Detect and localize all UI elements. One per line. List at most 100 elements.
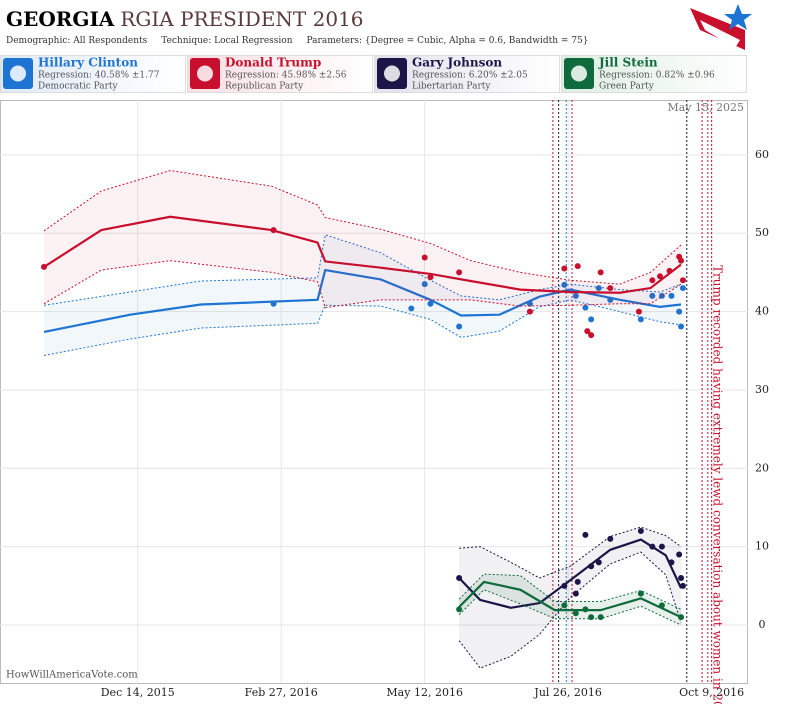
poll-point (456, 269, 463, 276)
poll-point (597, 614, 604, 621)
poll-point (561, 582, 568, 589)
legend-party: Democratic Party (38, 82, 119, 92)
poll-point (427, 274, 434, 281)
poll-point (597, 269, 604, 276)
poll-point (668, 292, 675, 299)
poll-point (649, 277, 656, 284)
poll-point (666, 267, 673, 274)
band-edge (459, 526, 682, 579)
poll-point (679, 285, 686, 292)
poll-point (649, 543, 656, 550)
legend-regression: Regression: 45.98% ±2.56 (225, 71, 347, 81)
poll-point (526, 308, 533, 315)
legend-name: Donald Trump (225, 56, 321, 70)
poll-point (408, 305, 415, 312)
poll-point (649, 292, 656, 299)
poll-point (270, 300, 277, 307)
event-label: Trump recorded having extremely lewd con… (710, 265, 724, 704)
confidence-band (459, 527, 682, 669)
poll-point (526, 300, 533, 307)
x-tick-label: Feb 27, 2016 (245, 686, 318, 699)
subtitle-part: Technique: Local Regression (161, 36, 292, 46)
poll-point (588, 316, 595, 323)
legend-regression: Regression: 6.20% ±2.05 (412, 71, 528, 81)
poll-point (658, 543, 665, 550)
y-tick-label: 30 (755, 383, 769, 396)
poll-point (595, 559, 602, 566)
legend-icon-mark (197, 65, 213, 82)
title-rest: RGIA PRESIDENT 2016 (120, 7, 363, 31)
poll-point (678, 574, 685, 581)
poll-point (635, 308, 642, 315)
poll-point (574, 263, 581, 270)
poll-point (678, 614, 685, 621)
legend-name: Jill Stein (598, 56, 658, 70)
legend-icon-mark (571, 65, 587, 82)
y-tick-label: 60 (755, 148, 769, 161)
legend-regression: Regression: 40.58% ±1.77 (38, 71, 160, 81)
title-main: GEORGIA (6, 7, 115, 31)
source: HowWillAmericaVote.com (6, 670, 138, 681)
legend-name: Gary Johnson (412, 56, 502, 70)
poll-point (582, 606, 589, 613)
subtitle-part: Parameters: {Degree = Cubic, Alpha = 0.6… (307, 36, 589, 46)
poll-point (637, 590, 644, 597)
legend-party: Green Party (599, 82, 655, 92)
legend-name: Hillary Clinton (38, 56, 138, 70)
poll-point (456, 323, 463, 330)
regression-line (458, 580, 682, 619)
x-tick-label: Dec 14, 2015 (101, 686, 175, 699)
legend-regression: Regression: 0.82% ±0.96 (599, 71, 715, 81)
y-tick-label: 50 (755, 226, 769, 239)
y-tick-label: 10 (755, 540, 769, 553)
poll-point (561, 281, 568, 288)
poll-point (637, 527, 644, 534)
legend-icon-mark (10, 65, 26, 82)
x-tick-label: Oct 9, 2016 (679, 686, 744, 699)
regression-line (458, 538, 683, 609)
poll-point (572, 610, 579, 617)
poll-point (270, 227, 277, 234)
band-edge (43, 299, 682, 356)
poll-point (676, 551, 683, 558)
subtitle-part: Demographic: All Respondents (6, 36, 148, 46)
x-tick-label: May 12, 2016 (386, 686, 463, 699)
confidence-band (459, 574, 682, 626)
poll-point (595, 285, 602, 292)
poll-point (572, 590, 579, 597)
poll-point (678, 323, 685, 330)
poll-point (657, 273, 663, 280)
poll-point (637, 316, 644, 323)
y-tick-label: 20 (755, 461, 769, 474)
poll-point (427, 300, 434, 307)
poll-point (679, 277, 686, 284)
poll-point (561, 602, 568, 609)
poll-point (676, 308, 683, 315)
poll-point (572, 292, 579, 299)
poll-point (582, 304, 589, 311)
confidence-band (44, 234, 682, 356)
poll-point (421, 281, 428, 288)
x-tick-label: Jul 26, 2016 (533, 686, 602, 699)
regression-line (43, 215, 682, 294)
poll-point (561, 265, 568, 272)
poll-point (607, 285, 614, 292)
poll-point (679, 582, 686, 589)
poll-point (658, 602, 665, 609)
poll-point (456, 574, 463, 581)
subtitle: Demographic: All Respondents Technique: L… (6, 36, 589, 46)
chart-title: GEORGIA RGIA PRESIDENT 2016 (6, 7, 364, 31)
legend-party: Republican Party (225, 82, 304, 92)
poll-point (584, 328, 591, 335)
poll-point (588, 332, 595, 339)
poll-point (678, 257, 685, 264)
legend-party: Libertarian Party (412, 82, 491, 92)
poll-point (607, 296, 614, 303)
poll-point (607, 535, 614, 542)
poll-point (456, 606, 463, 613)
